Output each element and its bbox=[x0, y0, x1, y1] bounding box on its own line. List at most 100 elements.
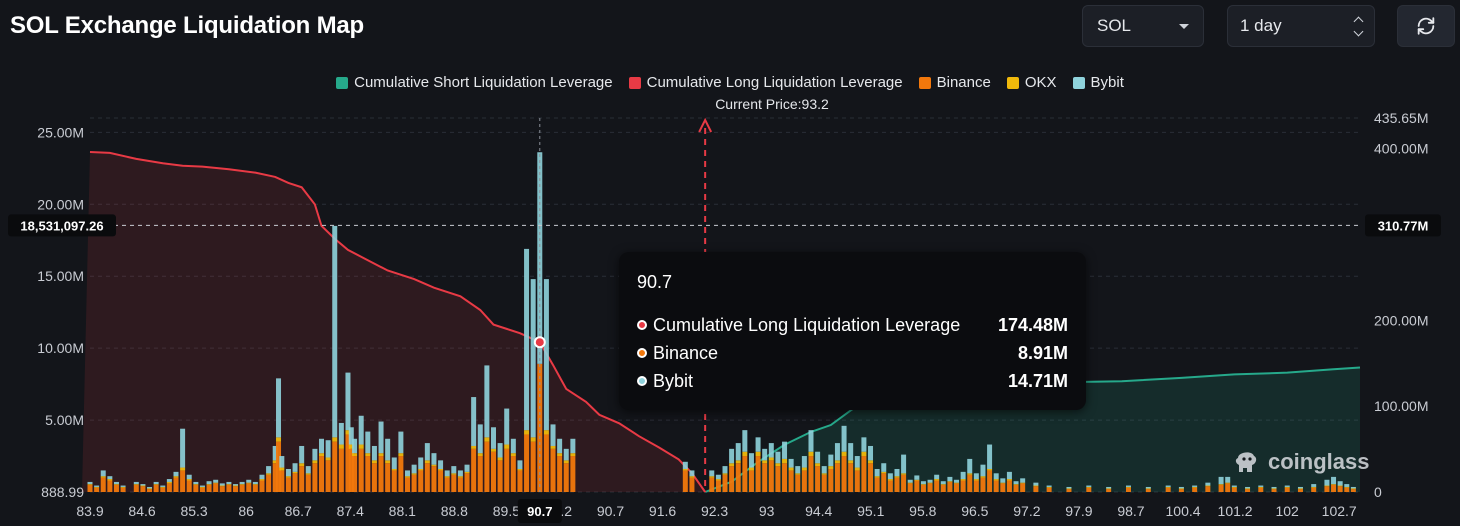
bar-segment-binance bbox=[881, 473, 887, 492]
bar-segment-okx bbox=[715, 479, 721, 481]
bar-segment-binance bbox=[1311, 487, 1317, 492]
bar-segment-okx bbox=[517, 468, 523, 471]
bar-segment-binance bbox=[239, 484, 245, 492]
bar-segment-binance bbox=[1324, 486, 1330, 492]
bar-segment-binance bbox=[1344, 487, 1350, 492]
bar-segment-binance bbox=[1231, 487, 1237, 492]
bar-segment-okx bbox=[682, 468, 688, 471]
bar-segment-binance bbox=[180, 470, 186, 492]
bar-segment-okx bbox=[940, 484, 946, 485]
legend-label: Cumulative Long Liquidation Leverage bbox=[646, 74, 903, 91]
bar-segment-binance bbox=[524, 434, 530, 492]
bar-segment-binance bbox=[226, 484, 232, 492]
bar-segment-bybit bbox=[345, 372, 351, 431]
bar-segment-binance bbox=[1145, 489, 1151, 492]
bar-segment-binance bbox=[682, 470, 688, 492]
bar-segment-bybit bbox=[1337, 481, 1343, 486]
bar-segment-binance bbox=[1006, 480, 1012, 492]
bar-segment-okx bbox=[398, 453, 404, 457]
x-tick-label: 88.8 bbox=[441, 503, 468, 519]
legend-item-okx[interactable]: OKX bbox=[1006, 74, 1057, 91]
bar-segment-binance bbox=[405, 477, 410, 492]
bar-segment-okx bbox=[504, 444, 510, 449]
bar-segment-bybit bbox=[901, 454, 907, 474]
bar-segment-bybit bbox=[834, 443, 840, 461]
bar-segment-bybit bbox=[907, 479, 913, 483]
bar-segment-okx bbox=[901, 473, 907, 475]
bar-segment-okx bbox=[120, 486, 126, 488]
bar-segment-binance bbox=[914, 480, 920, 492]
bar-segment-binance bbox=[742, 456, 748, 492]
legend-item-short[interactable]: Cumulative Short Liquidation Leverage bbox=[336, 74, 613, 91]
bar-segment-okx bbox=[140, 485, 146, 487]
bar-segment-binance bbox=[543, 434, 549, 492]
bar-segment-bybit bbox=[1033, 482, 1039, 486]
bar-segment-binance bbox=[285, 477, 291, 492]
bar-segment-okx bbox=[920, 484, 926, 485]
bar-segment-bybit bbox=[782, 441, 788, 459]
bar-segment-bybit bbox=[881, 463, 887, 472]
refresh-button[interactable] bbox=[1397, 5, 1455, 47]
bar-segment-bybit bbox=[259, 474, 265, 480]
bar-segment-bybit bbox=[100, 470, 106, 477]
bar-segment-okx bbox=[881, 471, 887, 474]
bar-segment-binance bbox=[352, 456, 358, 492]
bar-segment-bybit bbox=[438, 460, 444, 469]
bar-segment-bybit bbox=[398, 431, 404, 454]
bar-segment-bybit bbox=[967, 458, 973, 474]
y-right-tick-label: 100.00M bbox=[1374, 398, 1428, 414]
bar-segment-bybit bbox=[517, 460, 523, 469]
page-title: SOL Exchange Liquidation Map bbox=[10, 12, 364, 39]
bar-segment-binance bbox=[1331, 484, 1337, 492]
bar-segment-bybit bbox=[735, 443, 741, 461]
bar-segment-binance bbox=[1258, 487, 1264, 492]
bar-segment-bybit bbox=[1218, 476, 1224, 485]
bar-segment-okx bbox=[1165, 486, 1171, 488]
legend-item-bybit[interactable]: Bybit bbox=[1072, 74, 1124, 91]
bar-segment-binance bbox=[391, 470, 397, 492]
bar-segment-bybit bbox=[497, 443, 503, 458]
bar-segment-binance bbox=[907, 483, 913, 492]
bar-segment-binance bbox=[490, 451, 496, 492]
bar-segment-bybit bbox=[385, 438, 391, 461]
bar-segment-okx bbox=[226, 484, 232, 485]
bar-segment-binance bbox=[1066, 489, 1072, 492]
tooltip-row: Bybit 14.71M bbox=[637, 367, 1068, 395]
bar-segment-bybit bbox=[358, 415, 364, 445]
symbol-select[interactable]: SOL bbox=[1082, 5, 1204, 47]
bar-segment-okx bbox=[193, 484, 199, 485]
x-tick-label: 86 bbox=[238, 503, 254, 519]
bar-segment-binance bbox=[94, 487, 100, 492]
range-select[interactable]: 1 day bbox=[1227, 5, 1375, 47]
bar-segment-bybit bbox=[808, 430, 814, 452]
bar-segment-bybit bbox=[748, 453, 754, 468]
bar-segment-binance bbox=[477, 456, 483, 492]
bar-segment-bybit bbox=[193, 481, 199, 485]
bar-segment-okx bbox=[1344, 486, 1350, 488]
bar-segment-binance bbox=[504, 448, 510, 492]
bar-segment-bybit bbox=[722, 466, 728, 474]
bar-segment-okx bbox=[854, 467, 860, 471]
bar-segment-bybit bbox=[1271, 486, 1277, 489]
tooltip-dot bbox=[637, 348, 647, 358]
bar-segment-binance bbox=[438, 470, 444, 492]
bar-segment-binance bbox=[775, 466, 781, 492]
bar-segment-binance bbox=[252, 484, 258, 492]
legend-swatch bbox=[628, 76, 641, 89]
bar-segment-binance bbox=[1046, 487, 1052, 492]
bar-segment-bybit bbox=[993, 473, 999, 480]
bar-segment-bybit bbox=[490, 427, 496, 449]
bar-segment-bybit bbox=[1311, 484, 1317, 487]
bar-segment-binance bbox=[348, 448, 354, 492]
bar-segment-bybit bbox=[312, 448, 318, 461]
bar-segment-bybit bbox=[457, 470, 463, 477]
legend-item-binance[interactable]: Binance bbox=[918, 74, 991, 91]
bar-segment-okx bbox=[391, 468, 397, 471]
x-tick-label: 92.3 bbox=[701, 503, 728, 519]
bar-segment-okx bbox=[1225, 482, 1231, 484]
bar-segment-bybit bbox=[153, 481, 159, 485]
legend-item-long[interactable]: Cumulative Long Liquidation Leverage bbox=[628, 74, 903, 91]
bar-segment-bybit bbox=[762, 448, 768, 461]
bar-segment-okx bbox=[160, 486, 166, 488]
